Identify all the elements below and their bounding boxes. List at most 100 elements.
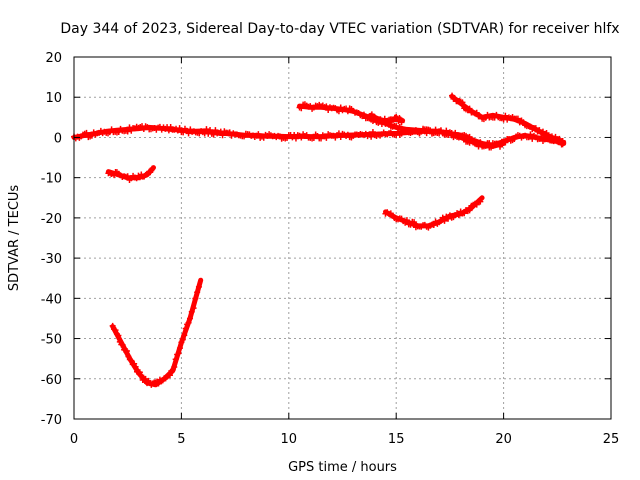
data-point [298,134,305,141]
data-point [368,133,375,140]
series-arc-mid [382,195,485,231]
data-point [186,315,193,322]
data-point [132,363,139,370]
data-point [226,129,233,136]
data-point [172,356,179,363]
data-point [543,130,550,137]
data-point [529,135,536,142]
data-point [310,134,317,141]
data-point [179,336,186,343]
data-point [461,135,468,142]
data-point [520,119,527,126]
data-point [149,165,156,172]
y-tick-label: -10 [41,172,62,187]
data-point [176,125,183,132]
x-tick-label: 25 [603,432,620,447]
data-point [298,105,305,112]
data-point [430,222,437,229]
data-point [449,92,456,99]
series-arc-small [105,165,156,183]
y-tick-label: -70 [41,413,62,428]
data-point [203,126,210,133]
data-point [176,345,183,352]
data-point [185,130,192,137]
data-point [180,129,187,136]
data-point [212,127,219,134]
data-point [255,131,262,138]
x-tick-label: 10 [281,432,298,447]
data-point [124,128,131,135]
data-point [337,134,344,141]
data-point [466,105,473,112]
data-point [527,131,534,138]
data-point [498,138,505,145]
data-point [552,133,559,140]
data-point [318,135,325,142]
data-point [445,215,452,222]
data-point [397,116,404,123]
series-line [110,277,204,388]
x-tick-label: 20 [495,432,512,447]
data-point [192,295,199,302]
data-point [292,135,299,142]
data-point [83,129,90,136]
axes: 0 5 10 15 20 25 20 10 0 -10 -20 -30 -40 -50 -60 -70 [41,51,620,447]
series-arc-deep [109,277,204,388]
y-tick-label: -50 [41,333,62,348]
data-point [558,141,565,148]
y-tick-label: -30 [41,252,62,267]
data-points [71,92,567,388]
data-point [109,322,116,329]
data-point [181,332,188,339]
data-point [446,129,453,136]
data-point [219,132,226,139]
data-point [88,132,95,139]
data-point [119,342,126,349]
y-tick-label: -20 [41,212,62,227]
data-point [369,128,376,135]
data-point [210,131,217,138]
data-point [166,372,173,379]
data-point [455,212,462,219]
data-point [497,143,504,150]
chart-title: Day 344 of 2023, Sidereal Day-to-day VTE… [60,21,619,37]
data-point [323,134,330,141]
y-tick-label: 20 [45,51,62,66]
x-tick-label: 15 [388,432,405,447]
data-point [439,214,446,221]
data-point [128,357,135,364]
data-point [411,219,418,226]
data-point [473,201,480,208]
data-point [335,108,342,115]
y-tick-label: 0 [54,131,62,146]
data-point [466,207,473,214]
data-point [495,140,502,147]
data-point [473,109,480,116]
data-point [136,369,143,376]
data-point [532,125,539,132]
data-point [459,99,466,106]
data-point [360,111,367,118]
data-point [111,172,118,179]
data-point [407,221,414,228]
y-tick-label: 10 [45,91,62,106]
data-point [403,217,410,224]
data-point [138,372,145,379]
x-tick-label: 5 [177,432,185,447]
y-tick-label: -60 [41,373,62,388]
data-point [171,364,178,371]
data-point [112,327,119,334]
data-point [182,325,189,332]
x-axis-label: GPS time / hours [288,460,397,475]
data-point [477,198,484,205]
data-point [514,115,521,122]
data-point [195,283,202,290]
data-point [559,138,566,145]
series-late-track [449,92,567,148]
data-point [323,103,330,110]
data-point [175,350,182,357]
data-point [123,347,130,354]
data-point [188,308,195,315]
data-point [484,141,491,148]
